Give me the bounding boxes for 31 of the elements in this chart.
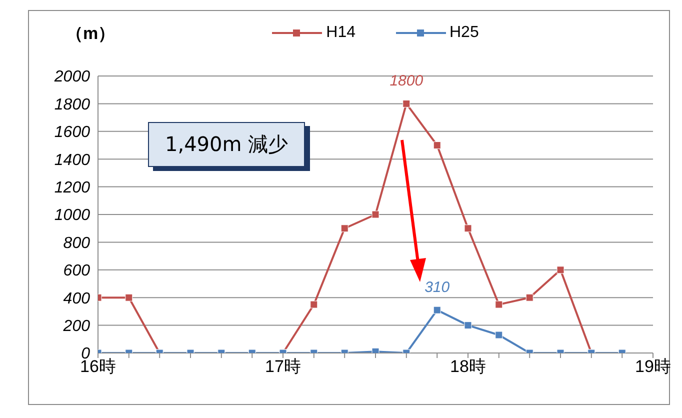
y-axis-title: （m） [66,23,116,45]
point [433,142,441,149]
y-tick-label: 1400 [54,152,90,169]
point [125,294,133,302]
y-tick-label: 200 [62,318,90,335]
data-label: 1800 [390,72,424,90]
point [433,306,441,314]
y-tick-label: 400 [63,290,90,308]
point [526,294,534,302]
point [495,300,503,308]
y-tick-label: 1200 [54,179,90,196]
y-tick-label: 800 [63,234,90,252]
point [556,266,564,274]
y-tick-label: 1800 [54,96,90,114]
x-tick-label: 19時 [635,357,671,376]
legend-label: H25 [448,24,479,42]
point [340,224,348,232]
point [464,224,472,232]
point [372,210,380,218]
y-tick-label: 1600 [54,124,90,142]
legend-label: H14 [325,24,356,42]
data-label: 310 [424,279,450,296]
y-tick-label: 600 [63,262,90,280]
point [310,300,318,308]
x-tick-label: 18時 [450,357,486,376]
annotation: 1,490m 減少 [148,122,306,167]
point [464,322,472,330]
y-tick-label: 1000 [54,207,90,224]
y-tick-label: 2000 [53,68,90,86]
point [495,331,503,339]
x-tick-label: 17時 [265,357,301,376]
